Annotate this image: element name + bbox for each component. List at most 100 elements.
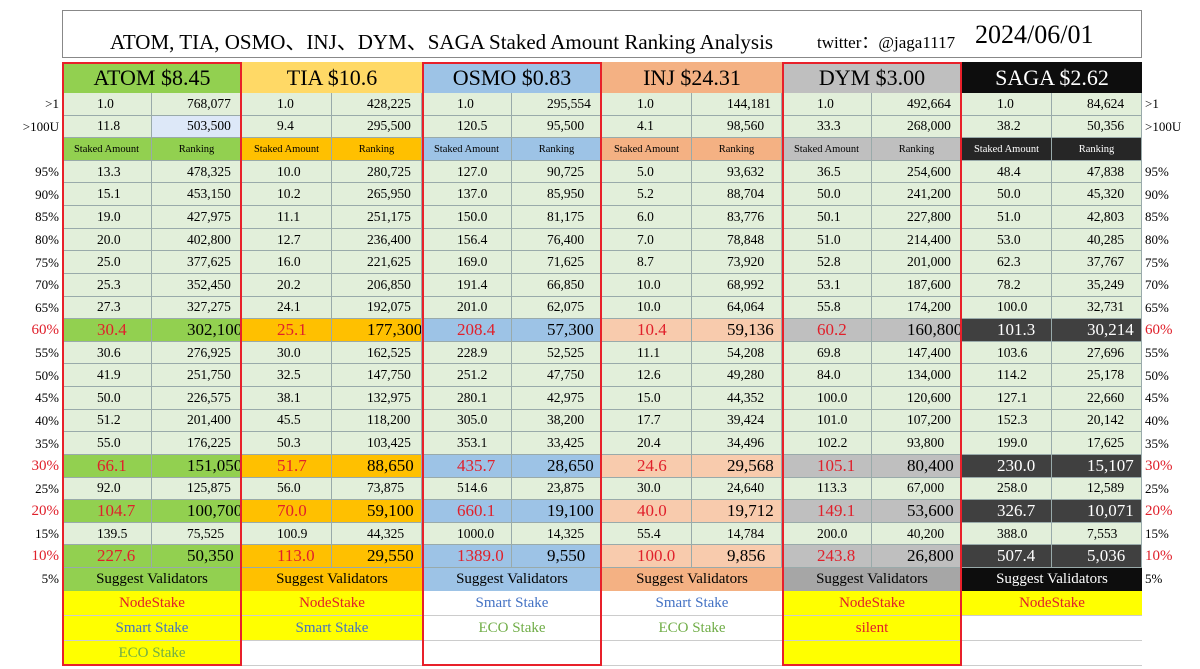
row-label-left: 75% <box>35 254 59 270</box>
validator-item: ECO Stake <box>62 641 242 666</box>
staked-amount-cell: 51.0 <box>962 206 1052 229</box>
row-label-left: 95% <box>35 164 59 180</box>
staked-amount-cell: 251.2 <box>422 364 512 388</box>
ranking-cell: 45,320 <box>1052 183 1142 207</box>
row-label-right: 20% <box>1145 502 1173 519</box>
staked-amount-cell: 149.1 <box>782 500 872 523</box>
staked-amount-cell: 7.0 <box>602 228 692 252</box>
suggest-validators-header: Suggest Validators <box>62 568 242 591</box>
staked-amount-cell: 280.1 <box>422 387 512 410</box>
ranking-cell: 120,600 <box>872 387 962 410</box>
token-header: ATOM $8.45 <box>62 62 242 93</box>
ranking-cell: 132,975 <box>332 387 422 410</box>
staked-amount-cell: 25.3 <box>62 273 152 297</box>
row-label-left: 40% <box>35 412 59 428</box>
row-label-left: 55% <box>35 345 59 361</box>
ranking-cell: 50,356 <box>1052 115 1142 139</box>
row-label-right: 50% <box>1145 367 1169 383</box>
ranking-header: Ranking <box>1052 138 1142 161</box>
ranking-cell: 93,632 <box>692 160 782 184</box>
staked-amount-cell: 435.7 <box>422 454 512 478</box>
staked-amount-cell: 24.6 <box>602 454 692 478</box>
staked-amount-cell: 10.2 <box>242 183 332 207</box>
row-label-left: 20% <box>31 502 60 519</box>
staked-amount-cell: 17.7 <box>602 409 692 433</box>
staked-amount-cell: 84.0 <box>782 364 872 388</box>
staked-amount-header: Staked Amount <box>62 138 152 161</box>
row-label-left: 5% <box>41 571 59 587</box>
ranking-cell: 10,071 <box>1052 500 1142 523</box>
ranking-cell: 9,550 <box>512 545 602 568</box>
staked-amount-cell: 114.2 <box>962 364 1052 388</box>
staked-amount-cell: 16.0 <box>242 251 332 274</box>
ranking-cell: 59,136 <box>692 319 782 342</box>
ranking-cell: 162,525 <box>332 341 422 365</box>
sheet-title: ATOM, TIA, OSMO、INJ、DYM、SAGA Staked Amou… <box>110 30 774 54</box>
staked-amount-header: Staked Amount <box>962 138 1052 161</box>
ranking-cell: 251,175 <box>332 206 422 229</box>
ranking-cell: 88,650 <box>332 454 422 478</box>
row-label-left: 45% <box>35 390 59 406</box>
row-label-left: 10% <box>31 548 60 565</box>
row-label-right: 85% <box>1145 209 1169 225</box>
row-label-left: 50% <box>35 367 59 383</box>
ranking-cell: 201,000 <box>872 251 962 274</box>
ranking-cell: 19,712 <box>692 500 782 523</box>
ranking-cell: 160,800 <box>872 319 962 342</box>
staked-amount-cell: 227.6 <box>62 545 152 568</box>
ranking-cell: 214,400 <box>872 228 962 252</box>
ranking-cell: 52,525 <box>512 341 602 365</box>
staked-amount-cell: 1.0 <box>962 93 1052 116</box>
row-label-left: 65% <box>35 299 59 315</box>
ranking-cell: 98,560 <box>692 115 782 139</box>
ranking-cell: 57,300 <box>512 319 602 342</box>
row-label-right: 95% <box>1145 164 1169 180</box>
staked-amount-cell: 55.8 <box>782 296 872 320</box>
ranking-cell: 254,600 <box>872 160 962 184</box>
validator-item: NodeStake <box>242 591 422 616</box>
staked-amount-cell: 514.6 <box>422 477 512 501</box>
ranking-cell: 53,600 <box>872 500 962 523</box>
ranking-cell: 9,856 <box>692 545 782 568</box>
ranking-cell: 93,800 <box>872 432 962 455</box>
ranking-cell: 134,000 <box>872 364 962 388</box>
staked-amount-cell: 156.4 <box>422 228 512 252</box>
row-label-right: 40% <box>1145 412 1169 428</box>
staked-amount-cell: 38.1 <box>242 387 332 410</box>
staked-amount-cell: 32.5 <box>242 364 332 388</box>
staked-amount-cell: 48.4 <box>962 160 1052 184</box>
staked-amount-cell: 100.0 <box>782 387 872 410</box>
staked-amount-cell: 137.0 <box>422 183 512 207</box>
staked-amount-cell: 1.0 <box>422 93 512 116</box>
ranking-cell: 427,975 <box>152 206 242 229</box>
staked-amount-cell: 100.9 <box>242 522 332 546</box>
ranking-cell: 187,600 <box>872 273 962 297</box>
ranking-cell: 40,200 <box>872 522 962 546</box>
staked-amount-cell: 305.0 <box>422 409 512 433</box>
token-header: OSMO $0.83 <box>422 62 602 93</box>
staked-amount-cell: 51.0 <box>782 228 872 252</box>
staked-amount-cell: 228.9 <box>422 341 512 365</box>
ranking-cell: 30,214 <box>1052 319 1142 342</box>
ranking-cell: 352,450 <box>152 273 242 297</box>
row-label-right: 35% <box>1145 435 1169 451</box>
staked-amount-cell: 199.0 <box>962 432 1052 455</box>
row-label-right: 90% <box>1145 186 1169 202</box>
staked-amount-cell: 25.1 <box>242 319 332 342</box>
staked-amount-cell: 24.1 <box>242 296 332 320</box>
staked-amount-cell: 507.4 <box>962 545 1052 568</box>
ranking-cell: 14,784 <box>692 522 782 546</box>
ranking-cell: 88,704 <box>692 183 782 207</box>
staked-amount-cell: 139.5 <box>62 522 152 546</box>
ranking-cell: 268,000 <box>872 115 962 139</box>
staked-amount-cell: 1.0 <box>242 93 332 116</box>
ranking-cell: 42,803 <box>1052 206 1142 229</box>
staked-amount-cell: 230.0 <box>962 454 1052 478</box>
row-label-left: >1 <box>45 96 59 112</box>
ranking-cell: 25,178 <box>1052 364 1142 388</box>
staked-amount-cell: 50.0 <box>962 183 1052 207</box>
ranking-cell: 327,275 <box>152 296 242 320</box>
staked-amount-cell: 127.0 <box>422 160 512 184</box>
staked-amount-cell: 33.3 <box>782 115 872 139</box>
staked-amount-cell: 50.0 <box>62 387 152 410</box>
